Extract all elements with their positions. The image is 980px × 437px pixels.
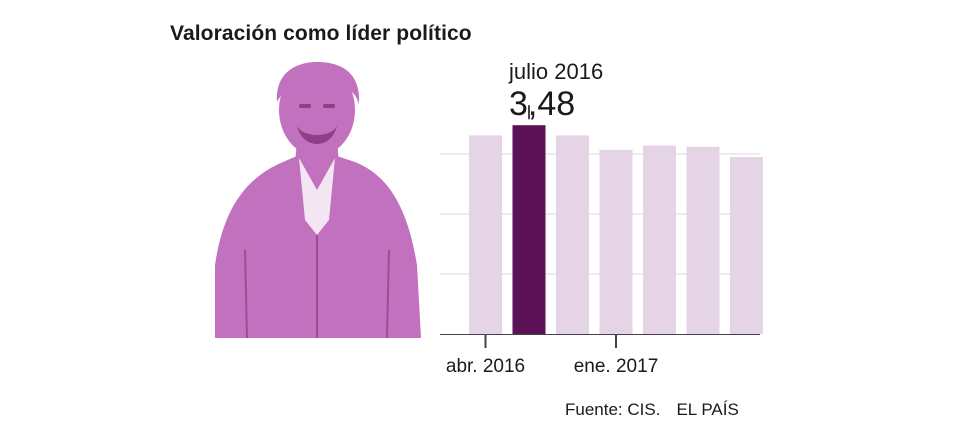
- bar: [686, 146, 720, 334]
- bar: [599, 149, 633, 334]
- person-portrait-icon: [215, 62, 421, 339]
- bar: [643, 145, 676, 334]
- source-text: Fuente: CIS.: [565, 400, 661, 419]
- highlight-label: julio 2016: [508, 59, 603, 84]
- highlight-value: 3,48: [509, 85, 575, 123]
- source-note: Fuente: CIS. EL PAÍS: [565, 400, 739, 420]
- x-tick-label: abr. 2016: [446, 356, 525, 377]
- bar: [469, 135, 502, 334]
- bar: [730, 157, 763, 334]
- x-tick-label: ene. 2017: [574, 356, 659, 377]
- bar: [556, 135, 589, 334]
- chart-title: Valoración como líder político: [170, 22, 472, 45]
- bar: [512, 125, 546, 334]
- brand-name: EL PAÍS: [676, 400, 739, 419]
